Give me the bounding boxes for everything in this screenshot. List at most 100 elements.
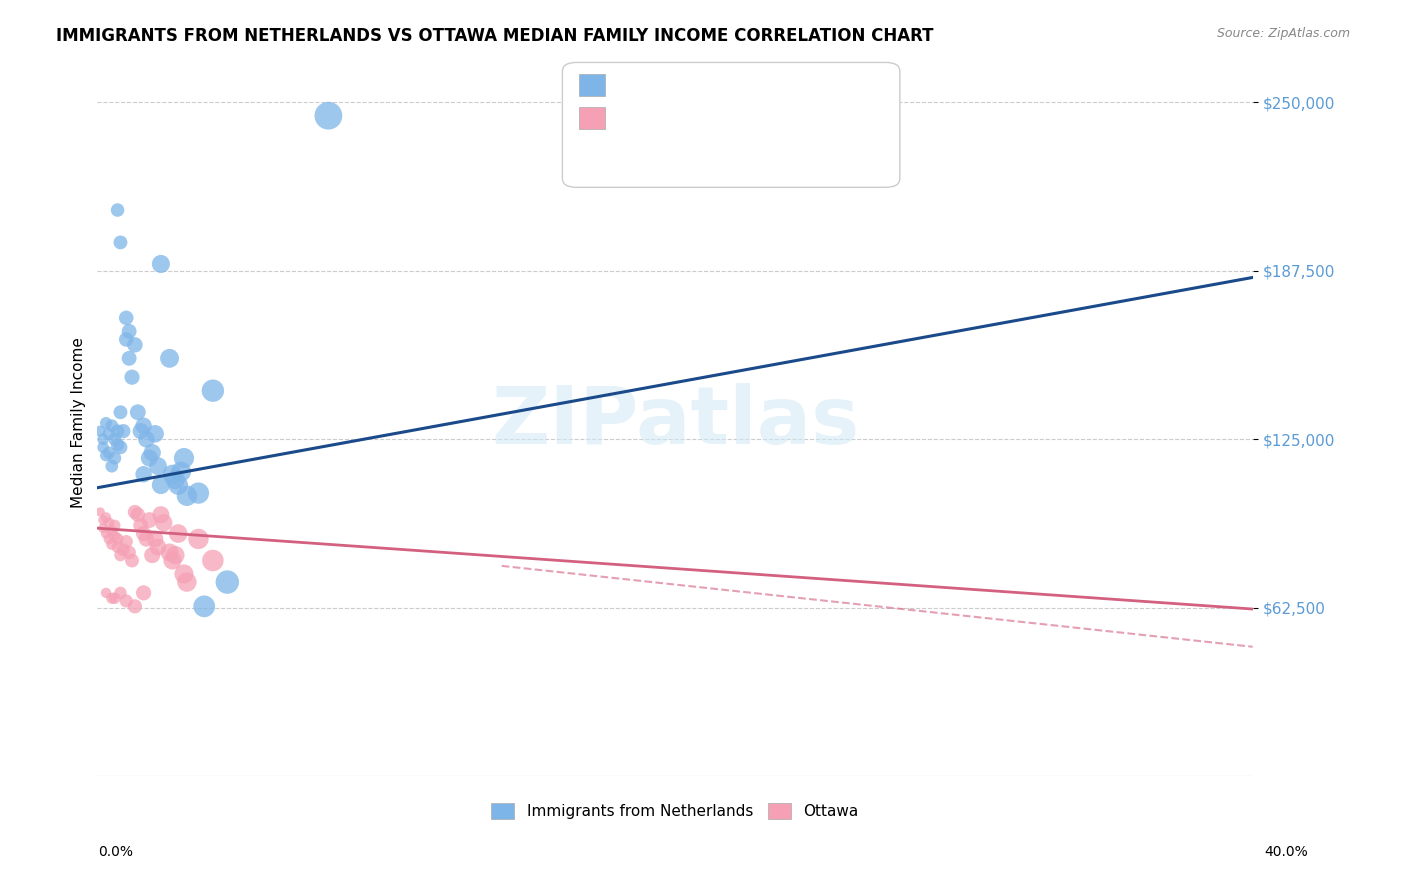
Point [170,465,193,479]
Point [124,599,146,614]
Point [91,440,114,454]
Point [173,451,195,466]
Point [115,333,138,347]
Text: 0.0%: 0.0% [98,846,134,859]
Point [159,351,181,366]
Point [94,510,117,524]
Point [132,418,155,433]
Point [107,540,129,554]
Point [97,516,120,530]
Point [115,534,138,549]
Point [165,473,187,487]
Point [91,513,114,527]
Point [217,575,239,590]
Point [107,424,129,438]
Point [101,524,124,538]
Point [167,526,190,541]
Point [124,338,146,352]
Point [187,532,209,546]
Point [104,529,127,543]
Point [118,545,141,559]
Point [127,508,149,522]
Point [135,532,157,546]
Point [146,540,169,554]
Point [162,467,184,482]
Point [124,505,146,519]
Point [176,489,198,503]
Point [104,432,127,446]
Point [149,257,172,271]
Text: R =: R = [598,78,623,92]
Point [89,505,111,519]
Point [149,508,172,522]
Y-axis label: Median Family Income: Median Family Income [72,337,86,508]
Point [101,418,124,433]
Point [91,432,114,446]
Text: N = 44: N = 44 [710,109,762,123]
Legend: Immigrants from Netherlands, Ottawa: Immigrants from Netherlands, Ottawa [485,797,865,825]
Point [110,440,132,454]
Point [129,424,152,438]
Point [110,235,132,250]
Point [118,324,141,338]
Point [110,405,132,419]
Point [104,451,127,466]
Point [187,486,209,500]
Text: -0.228: -0.228 [647,109,696,123]
Point [152,516,174,530]
Point [143,426,166,441]
Point [173,566,195,581]
Point [94,586,117,600]
Point [94,416,117,430]
Point [97,532,120,546]
Text: 40.0%: 40.0% [1264,846,1308,859]
Point [201,384,224,398]
Point [135,432,157,446]
Point [129,518,152,533]
Point [138,513,160,527]
Point [132,586,155,600]
Text: Source: ZipAtlas.com: Source: ZipAtlas.com [1216,27,1350,40]
Point [121,553,143,567]
Point [112,424,135,438]
Point [146,459,169,474]
Text: R =: R = [598,109,623,123]
Point [141,548,163,562]
Point [101,537,124,551]
Point [176,575,198,590]
Point [115,594,138,608]
Point [110,586,132,600]
Point [110,548,132,562]
Point [132,467,155,482]
Text: 0.182: 0.182 [647,78,690,92]
Text: N = 45: N = 45 [706,78,758,92]
Point [141,445,163,459]
Point [138,451,160,466]
Point [104,591,127,606]
Point [121,370,143,384]
Point [94,526,117,541]
Point [132,526,155,541]
Point [162,553,184,567]
Point [115,310,138,325]
Point [165,548,187,562]
Point [94,449,117,463]
Point [201,553,224,567]
Point [107,202,129,217]
Point [159,545,181,559]
Text: ZIPatlas: ZIPatlas [491,384,859,461]
Point [107,532,129,546]
Point [318,109,340,123]
Point [127,405,149,419]
Point [104,518,127,533]
Point [112,542,135,557]
Point [167,478,190,492]
Point [118,351,141,366]
Point [143,532,166,546]
Point [89,424,111,438]
Point [97,426,120,441]
Point [91,521,114,535]
Point [193,599,215,614]
Point [101,459,124,474]
Text: IMMIGRANTS FROM NETHERLANDS VS OTTAWA MEDIAN FAMILY INCOME CORRELATION CHART: IMMIGRANTS FROM NETHERLANDS VS OTTAWA ME… [56,27,934,45]
